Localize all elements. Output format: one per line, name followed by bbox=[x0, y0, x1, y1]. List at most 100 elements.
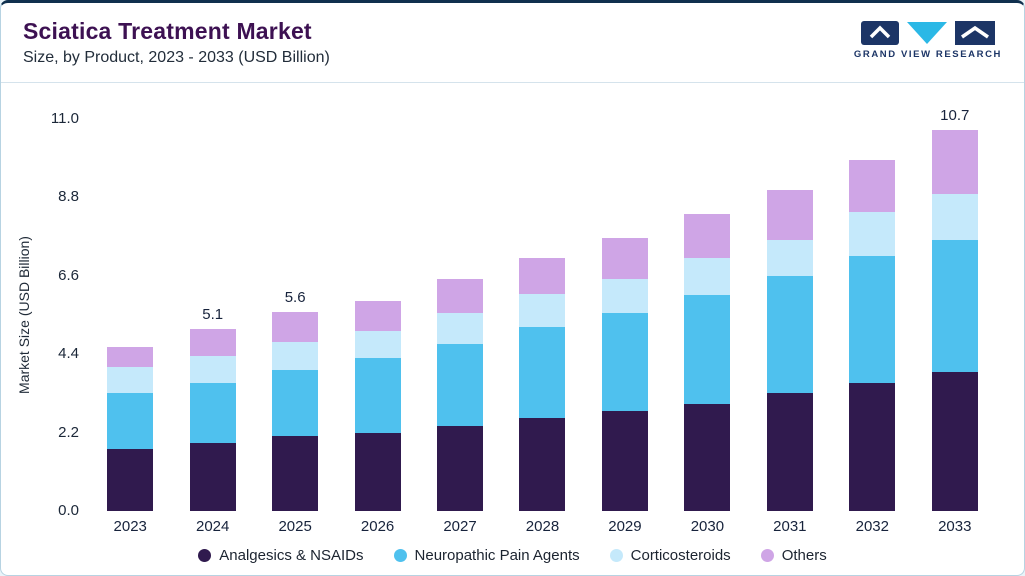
page-subtitle: Size, by Product, 2023 - 2033 (USD Billi… bbox=[23, 49, 330, 66]
legend-item-analgesics-nsaids: Analgesics & NSAIDs bbox=[198, 547, 364, 564]
brand-logo-text: GRAND VIEW RESEARCH bbox=[853, 49, 1002, 60]
bar-stack bbox=[107, 347, 154, 511]
grand-view-research-logo-icon bbox=[860, 21, 995, 45]
bar-segment-neuropathic-pain-agents bbox=[189, 382, 236, 444]
bar-segment-analgesics-nsaids bbox=[684, 404, 731, 511]
y-tick-label: 11.0 bbox=[50, 110, 79, 127]
bars-row: 5.1 5.6 10.7 bbox=[89, 93, 996, 511]
bar-segment-others bbox=[272, 311, 319, 342]
x-tick-label: 2033 bbox=[938, 517, 972, 535]
y-tick-label: 4.4 bbox=[58, 345, 79, 363]
bar-segment-others bbox=[601, 238, 648, 280]
y-axis-title: Market Size (USD Billion) bbox=[16, 236, 32, 394]
bar-stack bbox=[684, 213, 731, 511]
x-tick-label: 2027 bbox=[443, 517, 477, 535]
bar-stack bbox=[766, 190, 813, 511]
x-tick-label: 2029 bbox=[608, 517, 642, 535]
bar-stack bbox=[849, 160, 896, 511]
legend-swatch-icon bbox=[393, 549, 407, 562]
bar-segment-analgesics-nsaids bbox=[519, 418, 566, 511]
bar-segment-corticosteroids bbox=[519, 293, 566, 328]
x-tick-label: 2024 bbox=[195, 517, 230, 535]
bar-column-2031 bbox=[749, 93, 831, 511]
bar-stack bbox=[272, 311, 319, 511]
bar-total-label: 5.6 bbox=[284, 288, 306, 306]
bar-segment-corticosteroids bbox=[849, 211, 896, 257]
x-tick-label: 2031 bbox=[773, 517, 807, 535]
bar-column-2027 bbox=[419, 93, 501, 511]
y-axis-title-wrap: Market Size (USD Billion) bbox=[11, 119, 37, 511]
brand-logo: GRAND VIEW RESEARCH bbox=[854, 20, 1002, 60]
bar-segment-analgesics-nsaids bbox=[601, 411, 648, 511]
bar-stack bbox=[189, 329, 236, 511]
bar-segment-others bbox=[189, 329, 236, 357]
y-tick-label: 0.0 bbox=[58, 502, 79, 519]
legend: Analgesics & NSAIDs Neuropathic Pain Agen… bbox=[1, 547, 1024, 564]
bar-segment-corticosteroids bbox=[272, 341, 319, 371]
bar-stack bbox=[437, 279, 484, 511]
bar-segment-neuropathic-pain-agents bbox=[354, 357, 401, 433]
bar-segment-corticosteroids bbox=[931, 193, 978, 241]
x-tick-label: 2030 bbox=[690, 517, 725, 535]
bar-column-2032 bbox=[831, 93, 913, 511]
bar-segment-corticosteroids bbox=[189, 356, 236, 383]
bar-column-2030 bbox=[666, 93, 748, 511]
y-tick-label: 6.6 bbox=[58, 266, 79, 284]
legend-label: Analgesics & NSAIDs bbox=[219, 547, 364, 564]
legend-swatch-icon bbox=[198, 549, 212, 562]
legend-item-corticosteroids: Corticosteroids bbox=[609, 547, 731, 564]
bar-segment-neuropathic-pain-agents bbox=[107, 393, 154, 449]
bar-segment-analgesics-nsaids bbox=[437, 425, 484, 511]
bar-segment-neuropathic-pain-agents bbox=[272, 370, 319, 437]
bar-segment-analgesics-nsaids bbox=[354, 432, 401, 511]
bar-segment-neuropathic-pain-agents bbox=[601, 313, 648, 412]
bar-segment-corticosteroids bbox=[684, 258, 731, 296]
y-axis-ticks: 0.0 2.2 4.4 6.6 8.8 11.0 bbox=[37, 110, 89, 519]
plot-area: 5.1 5.6 10.7 2023 2024 2025 2026 2027 2028 2029 2… bbox=[89, 93, 996, 541]
bar-segment-analgesics-nsaids bbox=[931, 372, 978, 511]
bar-stack bbox=[931, 129, 978, 511]
bar-segment-analgesics-nsaids bbox=[107, 448, 154, 511]
bar-stack bbox=[601, 238, 648, 511]
x-tick-label: 2032 bbox=[855, 517, 889, 535]
bar-segment-neuropathic-pain-agents bbox=[684, 295, 731, 405]
bar-segment-corticosteroids bbox=[437, 313, 484, 344]
bar-total-label: 5.1 bbox=[202, 306, 224, 324]
legend-item-neuropathic-pain-agents: Neuropathic Pain Agents bbox=[393, 547, 580, 564]
bar-segment-neuropathic-pain-agents bbox=[931, 240, 978, 372]
bar-segment-others bbox=[354, 300, 401, 332]
bar-column-2026 bbox=[336, 93, 418, 511]
bar-segment-neuropathic-pain-agents bbox=[519, 327, 566, 419]
chart-area: Market Size (USD Billion) 0.0 2.2 4.4 6.6 8.… bbox=[1, 83, 1024, 541]
page-title: Sciatica Treatment Market bbox=[23, 18, 312, 44]
bar-segment-analgesics-nsaids bbox=[766, 393, 813, 511]
bar-segment-corticosteroids bbox=[601, 279, 648, 314]
x-tick-label: 2025 bbox=[278, 517, 312, 535]
legend-swatch-icon bbox=[760, 549, 774, 562]
bar-segment-others bbox=[766, 190, 813, 241]
bar-total-label: 10.7 bbox=[940, 106, 970, 124]
bar-column-2023 bbox=[89, 93, 171, 511]
x-tick-label: 2026 bbox=[360, 517, 395, 535]
bar-segment-others bbox=[519, 257, 566, 294]
bar-segment-neuropathic-pain-agents bbox=[849, 256, 896, 383]
bar-segment-neuropathic-pain-agents bbox=[766, 275, 813, 394]
header: Sciatica Treatment Market Size, by Produ… bbox=[1, 3, 1024, 83]
bar-column-2029 bbox=[584, 93, 666, 511]
bar-column-2028 bbox=[501, 93, 583, 511]
bar-segment-analgesics-nsaids bbox=[849, 382, 896, 511]
x-axis-labels: 2023 2024 2025 2026 2027 2028 2029 2030 2031 2032… bbox=[89, 511, 996, 541]
bar-segment-neuropathic-pain-agents bbox=[437, 343, 484, 426]
bar-segment-analgesics-nsaids bbox=[189, 443, 236, 511]
bar-stack bbox=[354, 300, 401, 511]
y-tick-label: 8.8 bbox=[58, 188, 79, 206]
bar-column-2024: 5.1 bbox=[171, 93, 253, 511]
bar-column-2033: 10.7 bbox=[914, 93, 996, 511]
bar-segment-others bbox=[684, 213, 731, 259]
bar-segment-others bbox=[931, 129, 978, 194]
bar-segment-analgesics-nsaids bbox=[272, 436, 319, 511]
legend-swatch-icon bbox=[609, 549, 623, 562]
bar-segment-others bbox=[437, 279, 484, 314]
legend-label: Others bbox=[781, 547, 827, 564]
